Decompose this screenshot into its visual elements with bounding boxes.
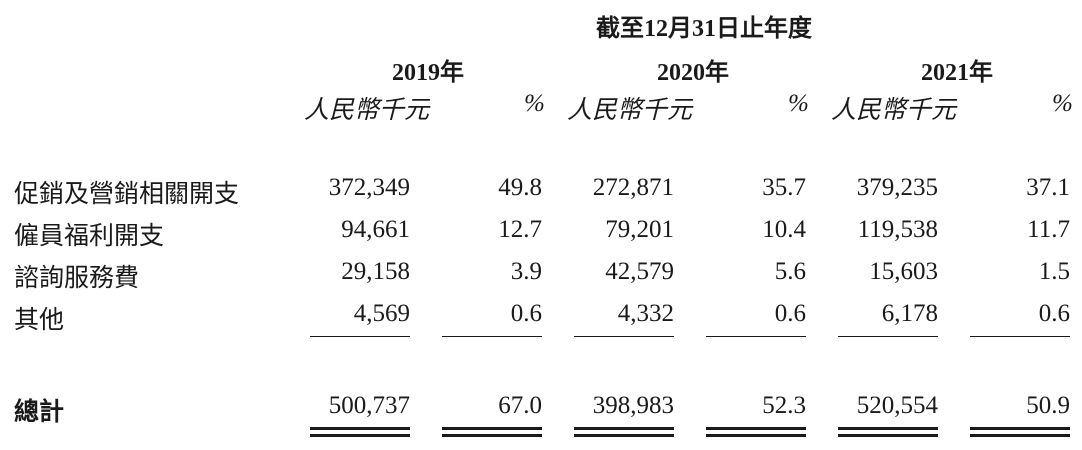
table-cell: 272,871	[592, 174, 674, 201]
table-cell: 94,661	[341, 216, 410, 243]
total-double-rule	[838, 434, 938, 437]
table-cell: 4,569	[353, 300, 410, 327]
unit-label-2019: 人民幣千元	[304, 97, 430, 124]
table-cell: 11.7	[1027, 216, 1070, 243]
table-cell: 49.8	[498, 174, 542, 201]
table-cell: 35.7	[762, 174, 806, 201]
table-cell: 10.4	[762, 216, 806, 243]
subtotal-rule	[310, 336, 410, 337]
table-cell: 12.7	[498, 216, 542, 243]
row-label-promotion: 促銷及營銷相關開支	[14, 181, 240, 208]
row-label-consulting-fees: 諮詢服務費	[14, 265, 140, 292]
row-label-others: 其他	[14, 307, 65, 334]
total-double-rule	[442, 434, 542, 437]
year-2020-header: 2020年	[657, 60, 729, 86]
total-cell: 500,737	[328, 392, 410, 419]
table-cell: 37.1	[1026, 174, 1070, 201]
total-cell: 398,983	[592, 392, 674, 419]
table-cell: 4,332	[617, 300, 674, 327]
total-cell: 50.9	[1026, 392, 1070, 419]
table-cell: 379,235	[856, 174, 938, 201]
subtotal-rule	[970, 336, 1070, 337]
subtotal-rule	[442, 336, 542, 337]
table-cell: 6,178	[881, 300, 938, 327]
total-cell: 52.3	[762, 392, 806, 419]
period-header: 截至12月31日止年度	[596, 16, 812, 42]
pct-label-2020: %	[788, 90, 809, 117]
year-2019-header: 2019年	[392, 60, 464, 86]
total-cell: 520,554	[856, 392, 938, 419]
total-double-rule	[838, 427, 938, 430]
total-double-rule	[970, 434, 1070, 437]
subtotal-rule	[838, 336, 938, 337]
unit-label-2020: 人民幣千元	[567, 97, 693, 124]
total-double-rule	[442, 427, 542, 430]
table-cell: 372,349	[328, 174, 410, 201]
table-cell: 0.6	[774, 300, 806, 327]
table-cell: 15,603	[869, 258, 938, 285]
table-cell: 1.5	[1038, 258, 1070, 285]
table-cell: 79,201	[605, 216, 674, 243]
row-label-employee-benefits: 僱員福利開支	[14, 223, 165, 250]
table-cell: 119,538	[857, 216, 938, 243]
total-cell: 67.0	[498, 392, 542, 419]
total-double-rule	[310, 434, 410, 437]
subtotal-rule	[706, 336, 806, 337]
total-double-rule	[706, 434, 806, 437]
table-cell: 3.9	[510, 258, 542, 285]
table-cell: 0.6	[1038, 300, 1070, 327]
pct-label-2019: %	[524, 90, 545, 117]
total-double-rule	[310, 427, 410, 430]
total-double-rule	[574, 434, 674, 437]
total-double-rule	[706, 427, 806, 430]
subtotal-rule	[574, 336, 674, 337]
pct-label-2021: %	[1052, 90, 1073, 117]
table-cell: 29,158	[341, 258, 410, 285]
total-double-rule	[574, 427, 674, 430]
table-cell: 0.6	[510, 300, 542, 327]
unit-label-2021: 人民幣千元	[831, 97, 957, 124]
total-double-rule	[970, 427, 1070, 430]
table-cell: 42,579	[605, 258, 674, 285]
year-2021-header: 2021年	[921, 60, 993, 86]
row-label-total: 總計	[14, 399, 65, 426]
table-cell: 5.6	[774, 258, 806, 285]
